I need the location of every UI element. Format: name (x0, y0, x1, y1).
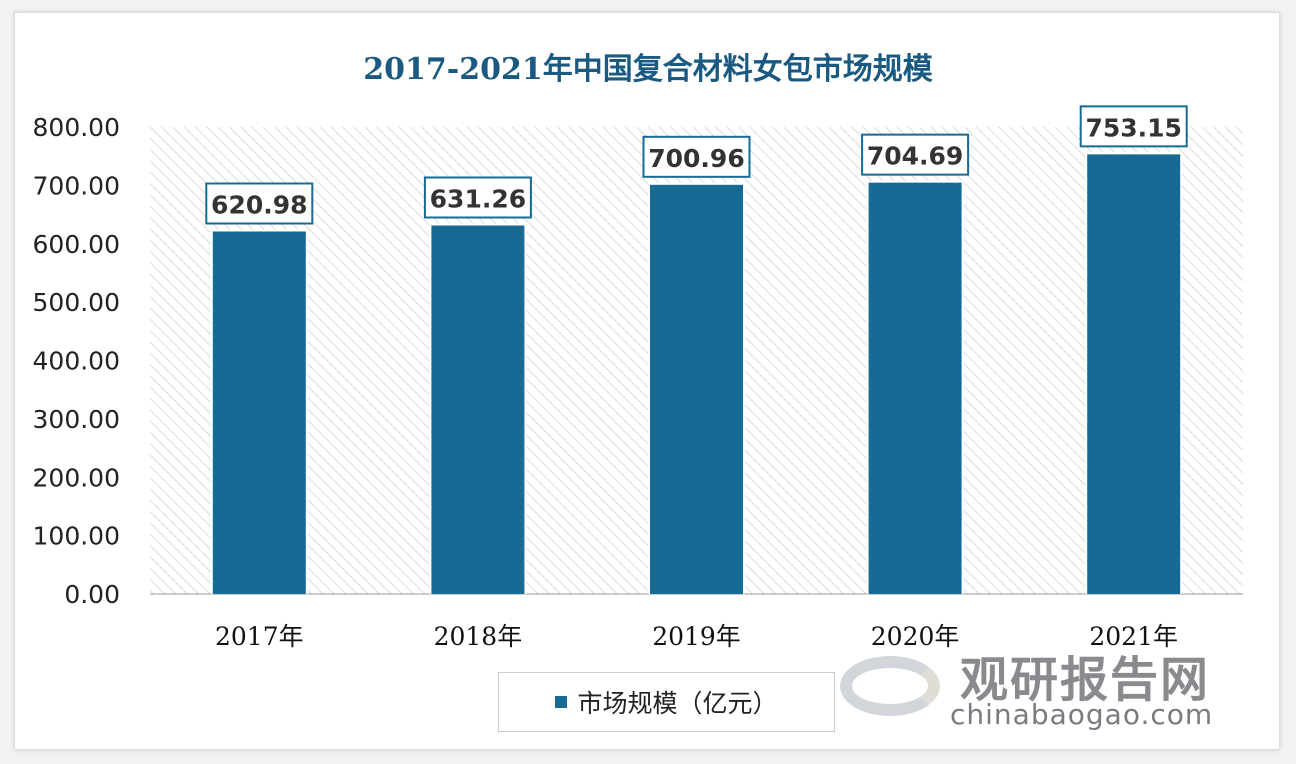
y-tick-label: 500.00 (33, 288, 120, 317)
legend: 市场规模（亿元） (498, 672, 835, 732)
y-tick-label: 800.00 (33, 113, 120, 142)
watermark-cn: 观研报告网 (960, 652, 1211, 708)
watermark-logo-icon (840, 656, 940, 716)
data-label-box (423, 176, 532, 219)
y-tick-label: 200.00 (33, 463, 120, 492)
y-tick-label: 0.00 (64, 580, 120, 609)
y-tick-label: 100.00 (33, 522, 120, 551)
data-label: 704.69 (867, 142, 963, 171)
data-label: 631.26 (430, 185, 526, 214)
x-tick-label: 2018年 (434, 622, 523, 651)
watermark: 观研报告网 chinabaogao.com (840, 640, 1220, 740)
data-label: 700.96 (648, 144, 744, 173)
legend-label: 市场规模（亿元） (577, 689, 778, 718)
y-tick-label: 700.00 (33, 171, 120, 200)
x-tick-label: 2020年 (871, 622, 960, 651)
bar (1087, 154, 1181, 594)
x-tick-label: 2017年 (215, 622, 304, 651)
bar (212, 231, 306, 594)
data-label-box (861, 133, 970, 176)
bar (868, 182, 962, 594)
legend-swatch (555, 696, 568, 708)
data-label: 753.15 (1085, 113, 1181, 142)
data-label-box (205, 182, 314, 225)
y-tick-label: 600.00 (33, 230, 120, 259)
data-label-box (642, 135, 751, 178)
bar (431, 225, 525, 595)
data-label: 620.98 (211, 191, 307, 220)
x-tick-label: 2019年 (652, 622, 741, 651)
x-tick-label: 2021年 (1089, 622, 1178, 651)
chart-title: 2017-2021年中国复合材料女包市场规模 (363, 52, 933, 87)
y-tick-label: 400.00 (33, 347, 120, 376)
bar (650, 184, 743, 594)
watermark-en: chinabaogao.com (950, 698, 1214, 731)
data-label-box (1079, 105, 1188, 148)
y-tick-label: 300.00 (33, 405, 120, 434)
